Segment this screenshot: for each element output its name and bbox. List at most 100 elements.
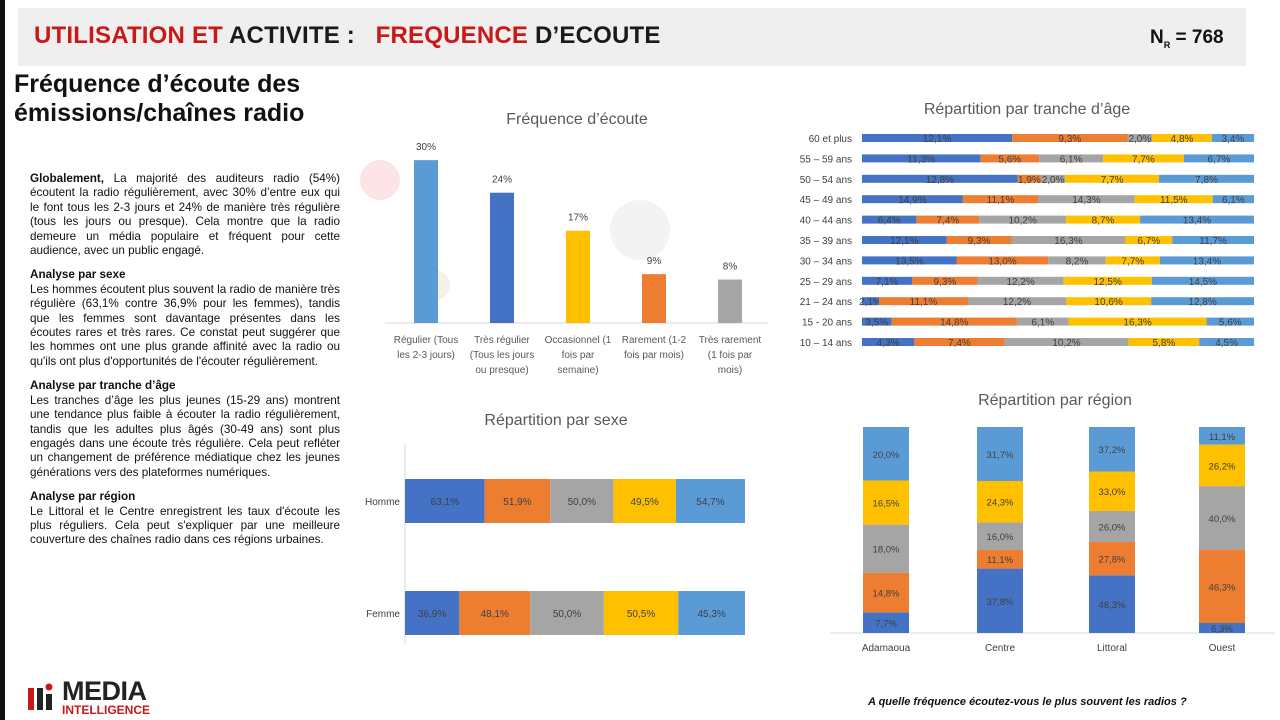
bar [642, 274, 666, 323]
data-label: 8% [723, 262, 738, 273]
bar-segment [1012, 134, 1128, 142]
bar-segment [1040, 174, 1066, 183]
data-label: 12,2% [1006, 277, 1034, 288]
data-label: 30% [416, 142, 436, 153]
bar-segment [1039, 154, 1104, 163]
bar-segment [977, 427, 1023, 482]
x-tick-label: ou presque) [475, 365, 528, 376]
bar-segment [977, 481, 1023, 523]
data-label: 50,0% [553, 609, 581, 620]
data-label: 6,7% [1207, 154, 1230, 165]
age-stacked-bar-chart: Répartition par tranche d’âge 60 et plus 1… [800, 101, 1254, 349]
header-band [18, 8, 1246, 66]
logo-line2: INTELLIGENCE [62, 703, 151, 717]
bar-segment [862, 236, 947, 244]
bar-segment [862, 195, 963, 204]
bar-segment [1172, 236, 1254, 244]
footer-question: A quelle fréquence écoutez-vous le plus … [868, 696, 1187, 708]
bar-segment [613, 479, 676, 523]
bar-segment [862, 297, 879, 306]
bar-segment [1199, 486, 1245, 550]
x-tick-label: fois par [562, 350, 595, 361]
bar-segment [1211, 134, 1254, 142]
bar-segment [1089, 542, 1135, 576]
bar-segment [550, 479, 614, 523]
data-label: 10,2% [1052, 338, 1080, 349]
data-label: 11,5% [1160, 195, 1188, 206]
bar-segment [1212, 195, 1254, 204]
data-label: 14,8% [873, 589, 900, 600]
data-label: 10,6% [1094, 297, 1122, 308]
x-tick-label: Ouest [1209, 643, 1236, 654]
data-label: 16,3% [1054, 236, 1082, 247]
analysis-age: Analyse par tranche d’âge Les tranches d’… [30, 379, 340, 480]
bar [566, 230, 590, 323]
y-tick-label: 15 - 20 ans [802, 318, 852, 329]
data-label: 13,0% [988, 256, 1016, 267]
analysis-region: Analyse par région Le Littoral et le Cent… [30, 490, 340, 548]
data-label: 7,7% [1121, 256, 1144, 267]
analysis-global-body: La majorité des auditeurs radio (54%) éc… [30, 172, 340, 258]
data-label: 45,3% [697, 609, 725, 620]
data-label: 7,8% [1195, 175, 1218, 186]
bar-segment [1105, 256, 1160, 265]
data-label: 14,3% [1072, 195, 1100, 206]
x-tick-label: mois) [718, 365, 742, 376]
logo-mark-icon [28, 683, 53, 710]
data-label: 16,3% [1123, 318, 1151, 329]
bar-segment [891, 317, 1017, 326]
bar [718, 279, 742, 323]
y-tick-label: 45 – 49 ans [800, 195, 852, 206]
data-label: 7,7% [875, 619, 897, 630]
data-label: 1,9% [1018, 175, 1041, 186]
bar-segment [1134, 195, 1213, 204]
header-title-part4: D’ECOUTE [534, 22, 661, 49]
x-tick-label: (1 fois par [708, 350, 753, 361]
bar-segment [1199, 444, 1245, 487]
analysis-sexe: Analyse par sexe Les hommes écoutent plus… [30, 268, 340, 369]
bar-segment [862, 276, 913, 285]
sample-size-value: = 768 [1170, 27, 1224, 48]
bar-segment [1004, 338, 1129, 346]
data-label: 6,1% [1031, 318, 1054, 329]
x-tick-label: fois par mois) [624, 350, 684, 361]
page-header-title: UTILISATION ET ACTIVITE : FREQUENCE D’EC… [34, 22, 661, 50]
bar-segment [1089, 510, 1135, 543]
region-stacked-bar-chart: Répartition par région 7,7% 14,8% 18,0% 16,5… [830, 392, 1275, 654]
sample-size-prefix: N [1150, 27, 1164, 48]
data-label: 6,1% [1060, 154, 1083, 165]
data-label: 12,5% [1094, 277, 1122, 288]
bar-segment [968, 297, 1067, 306]
data-label: 31,7% [987, 450, 1014, 461]
bar-segment [530, 591, 604, 635]
bar-segment [1066, 297, 1152, 306]
data-label: 11,1% [987, 195, 1015, 206]
data-label: 9,3% [933, 277, 956, 288]
bar-segment [1183, 154, 1254, 163]
bar [490, 192, 514, 323]
data-label: 7,7% [1101, 175, 1124, 186]
x-tick-label: Très rarement [699, 335, 762, 346]
bar-segment [1199, 623, 1245, 633]
analysis-text: Globalement, La majorité des auditeurs r… [30, 172, 340, 558]
bar-segment [914, 338, 1005, 346]
x-tick-label: semaine) [557, 365, 598, 376]
logo-line1: MEDIA [62, 676, 147, 706]
bar-segment [863, 427, 909, 481]
bar-segment [1065, 174, 1160, 183]
data-label: 18,0% [873, 545, 900, 556]
data-label: 12,1% [890, 236, 918, 247]
bar-segment [862, 256, 957, 265]
data-label: 36,9% [418, 609, 446, 620]
bar-segment [946, 236, 1012, 244]
data-label: 14,9% [898, 195, 926, 206]
bar-segment [1103, 154, 1184, 163]
data-label: 3,4% [1222, 134, 1245, 145]
bar-segment [1068, 317, 1207, 326]
header-title-part2: ACTIVITE : [229, 22, 362, 49]
bar-segment [1128, 338, 1200, 346]
data-label: 7,1% [876, 277, 899, 288]
data-label: 63,1% [431, 497, 459, 508]
y-tick-label: 10 – 14 ans [800, 338, 852, 349]
y-tick-label: 21 – 24 ans [800, 297, 852, 308]
